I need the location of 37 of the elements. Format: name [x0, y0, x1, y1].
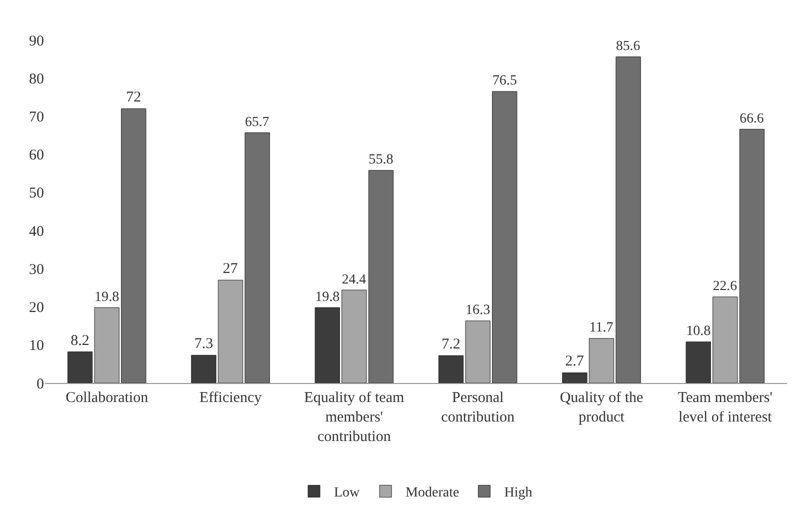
data-label: 8.2 [70, 332, 90, 349]
x-tick-label: Equality of team members' contribution [304, 390, 404, 445]
x-tick-label: Personal contribution [441, 390, 515, 426]
data-label: 27 [222, 261, 238, 278]
y-tick-label: 70 [29, 109, 44, 126]
data-label: 66.6 [740, 110, 764, 126]
data-label: 19.8 [94, 288, 120, 305]
legend-label: Low [334, 486, 361, 501]
x-tick-label: Team members' level of interest [678, 390, 773, 426]
data-label: 2.7 [565, 354, 584, 370]
x-tick-label: Efficiency [199, 390, 262, 406]
y-tick-label: 30 [29, 262, 44, 278]
legend-label: High [504, 486, 532, 501]
data-label: 22.6 [712, 278, 738, 294]
y-tick-label: 60 [29, 148, 44, 164]
y-tick-label: 50 [29, 186, 44, 202]
data-label: 76.5 [492, 72, 517, 89]
legend-label: Moderate [406, 486, 460, 501]
x-tick-label: Collaboration [66, 390, 149, 406]
y-tick-label: 80 [29, 71, 44, 88]
y-tick-label: 90 [29, 33, 44, 50]
data-label: 16.3 [466, 302, 490, 318]
y-tick-label: 10 [29, 338, 44, 354]
data-label: 11.7 [589, 320, 614, 336]
data-label: 7.2 [442, 336, 460, 353]
data-label: 24.4 [342, 271, 366, 286]
x-tick-label: Quality of the product [560, 390, 644, 426]
data-label: 65.7 [244, 114, 270, 129]
y-tick-label: 40 [29, 224, 44, 240]
data-label: 72 [126, 90, 142, 106]
data-label: 85.6 [616, 38, 640, 54]
data-label: 7.3 [194, 336, 214, 352]
data-label: 55.8 [368, 152, 394, 168]
data-label: 19.8 [315, 288, 340, 305]
y-tick-label: 20 [29, 300, 44, 316]
data-label: 10.8 [686, 323, 711, 340]
y-tick-label: 0 [36, 376, 44, 392]
